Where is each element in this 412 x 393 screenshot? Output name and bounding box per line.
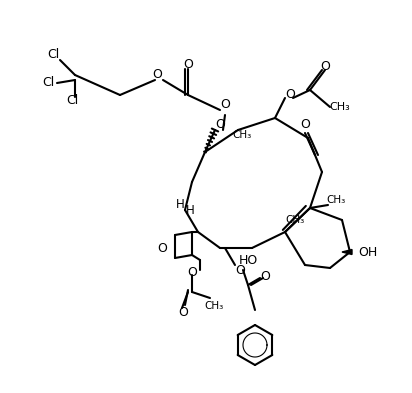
Text: Cl: Cl: [66, 94, 78, 107]
Text: CH₃: CH₃: [204, 301, 224, 311]
Text: CH₃: CH₃: [326, 195, 346, 205]
Text: OH: OH: [358, 246, 377, 259]
Text: O: O: [300, 119, 310, 132]
Text: O: O: [152, 68, 162, 81]
Text: CH₃: CH₃: [286, 215, 304, 225]
Text: Cl: Cl: [42, 75, 54, 88]
Text: O: O: [260, 270, 270, 283]
Text: O: O: [187, 266, 197, 279]
Text: O: O: [215, 119, 225, 132]
Polygon shape: [342, 250, 352, 255]
Text: O: O: [235, 263, 245, 277]
Text: O: O: [157, 242, 167, 255]
Text: H: H: [186, 204, 195, 217]
Text: H: H: [176, 198, 185, 211]
Text: CH₃: CH₃: [330, 102, 350, 112]
Text: O: O: [320, 59, 330, 72]
Text: O: O: [220, 99, 230, 112]
Text: HO: HO: [239, 253, 258, 266]
Text: Cl: Cl: [47, 48, 59, 61]
Text: O: O: [285, 88, 295, 101]
Text: O: O: [183, 57, 193, 70]
Text: O: O: [178, 307, 188, 320]
Text: CH₃: CH₃: [232, 130, 252, 140]
